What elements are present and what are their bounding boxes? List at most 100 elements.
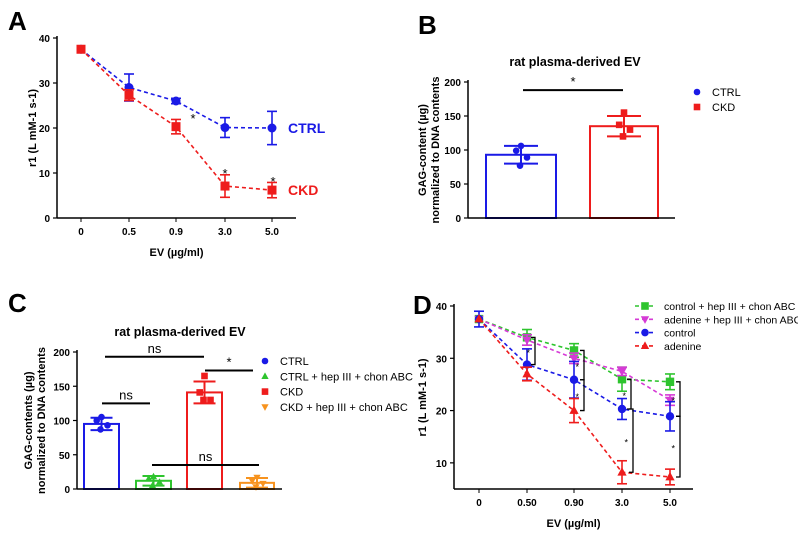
y-tick-label: 20 [39, 124, 51, 135]
legend-label: control [664, 328, 696, 340]
data-point [615, 121, 623, 129]
legend-label: CTRL [712, 87, 741, 99]
legend-marker [641, 302, 649, 310]
legend-label: CTRL + hep III + chon ABC [280, 371, 413, 383]
x-tick-label: 0.90 [564, 498, 584, 509]
data-point [569, 354, 579, 364]
data-point [196, 389, 203, 396]
significance-star: * [575, 392, 579, 402]
significance-label: ns [148, 341, 162, 356]
significance-bracket [580, 379, 585, 412]
data-point [620, 109, 628, 116]
y-tick-label: 30 [436, 354, 448, 365]
bar [186, 391, 223, 491]
data-point [665, 471, 675, 481]
data-point [267, 185, 277, 195]
x-tick-label: 0.5 [122, 227, 136, 238]
bar [589, 125, 659, 219]
significance-bracket [676, 381, 681, 417]
series-line [80, 48, 273, 129]
data-point [149, 472, 158, 480]
y-axis-label: normalized to DNA contents [430, 77, 442, 224]
significance-bracket [627, 378, 632, 410]
significance-bracket [531, 336, 536, 366]
data-point [171, 96, 181, 106]
data-point [148, 481, 157, 489]
significance-label: ns [199, 449, 213, 464]
y-tick-label: 50 [450, 180, 462, 191]
legend-marker [261, 372, 269, 379]
y-tick-label: 150 [444, 112, 461, 123]
data-point [665, 412, 675, 421]
y-tick-label: 10 [39, 169, 51, 180]
x-axis-label: EV (µg/ml) [149, 247, 203, 259]
data-point [252, 484, 260, 491]
y-tick-label: 40 [39, 34, 51, 45]
legend-label: control + hep III + chon ABC [664, 301, 796, 313]
data-point [97, 426, 104, 433]
data-point [207, 396, 214, 404]
bar [83, 422, 120, 490]
y-axis-label: GAG-contents (µg) [23, 371, 35, 469]
data-point [512, 147, 520, 154]
y-tick-label: 50 [59, 451, 71, 462]
y-tick-label: 0 [455, 214, 461, 225]
legend-label: adenine + hep III + chon ABC [664, 314, 798, 326]
data-point [267, 123, 277, 133]
legend-marker [693, 103, 701, 111]
y-tick-label: 10 [436, 459, 448, 470]
y-axis-label: normalized to DNA contents [36, 347, 48, 494]
data-point [617, 404, 627, 414]
x-tick-label: 3.0 [615, 498, 629, 509]
data-point [124, 90, 134, 100]
legend-marker [640, 341, 650, 349]
y-tick-label: 40 [436, 302, 448, 313]
significance-star: * [526, 348, 530, 358]
data-point [93, 417, 100, 424]
legend-marker [261, 404, 269, 411]
significance-label: * [570, 74, 575, 89]
data-point [200, 396, 207, 404]
data-point [617, 367, 627, 377]
y-tick-label: 100 [53, 417, 70, 428]
data-point [145, 474, 153, 482]
data-point [523, 154, 531, 161]
data-point [201, 372, 208, 380]
significance-star: * [671, 396, 675, 406]
x-tick-label: 3.0 [218, 227, 232, 238]
data-point [516, 162, 524, 169]
legend-marker [693, 88, 701, 96]
data-point [665, 377, 675, 387]
data-point [617, 467, 627, 476]
x-tick-label: 5.0 [265, 227, 279, 238]
legend-label: CKD [712, 102, 735, 114]
data-point [98, 413, 105, 421]
data-point [248, 478, 256, 485]
panel-letter-b: B [418, 10, 437, 40]
data-point [619, 133, 627, 140]
significance-star: * [222, 166, 227, 181]
significance-star: * [624, 438, 628, 448]
y-tick-label: 100 [444, 146, 461, 157]
data-point [104, 421, 111, 429]
data-point [569, 405, 579, 414]
y-tick-label: 200 [444, 78, 461, 89]
y-tick-label: 200 [53, 348, 70, 359]
data-point [522, 336, 532, 346]
legend-label: adenine [664, 341, 702, 353]
data-point [220, 181, 230, 191]
x-tick-label: 5.0 [663, 498, 677, 509]
significance-label: ns [119, 387, 133, 402]
data-point [220, 123, 230, 133]
series-line [478, 318, 671, 478]
legend-label: CKD + hep III + chon ABC [280, 402, 408, 414]
series-label: CTRL [288, 120, 326, 136]
legend-label: CKD [280, 387, 303, 399]
data-point [155, 478, 164, 485]
data-point [522, 368, 532, 378]
y-tick-label: 30 [39, 79, 51, 90]
significance-star: * [190, 111, 195, 126]
x-tick-label: 0.9 [169, 227, 183, 238]
y-tick-label: 0 [44, 214, 50, 225]
